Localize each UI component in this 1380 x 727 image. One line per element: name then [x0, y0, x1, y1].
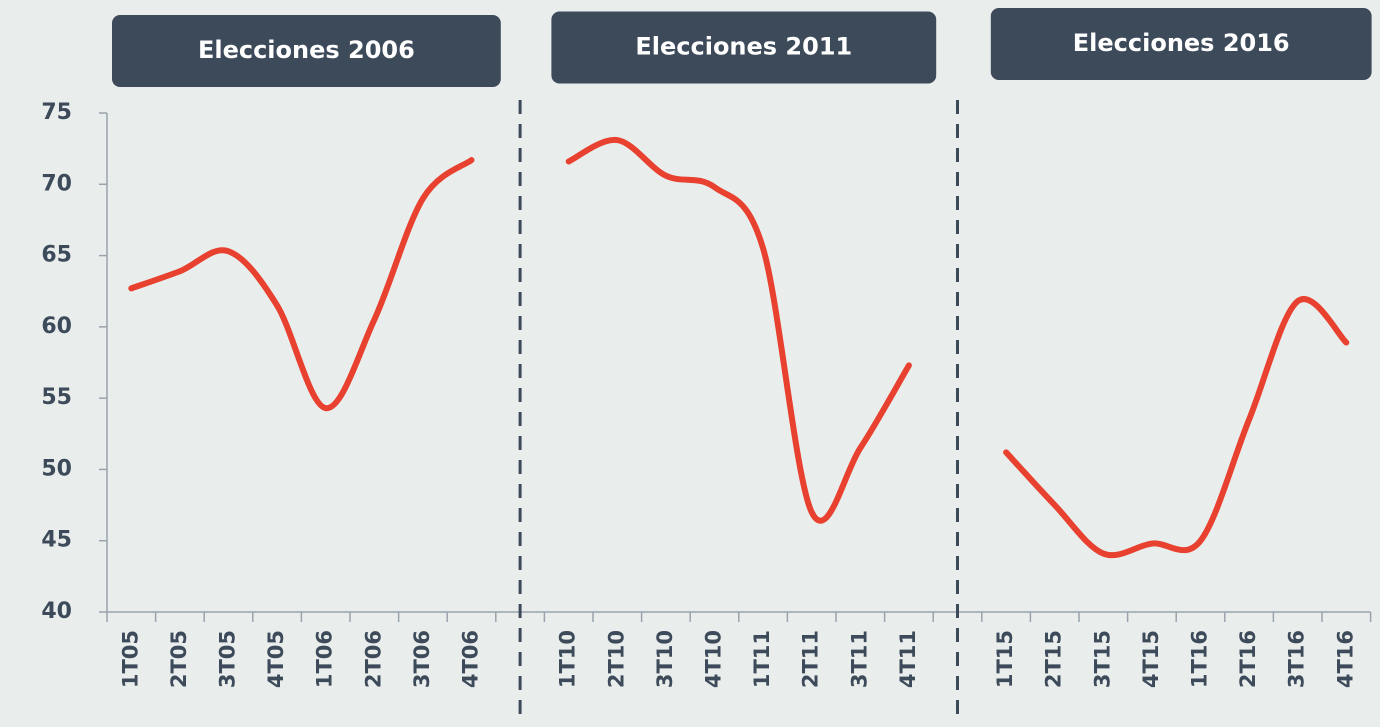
- y-tick-label: 40: [41, 599, 72, 624]
- x-tick-label: 4T15: [1139, 630, 1163, 688]
- x-tick-label: 4T06: [459, 630, 483, 688]
- x-tick-label: 1T06: [313, 630, 337, 688]
- x-tick-label: 1T11: [750, 630, 774, 688]
- x-tick-label: 3T15: [1090, 630, 1114, 688]
- y-tick-label: 50: [41, 456, 72, 481]
- x-tick-label: 1T05: [118, 630, 142, 688]
- x-tick-label: 3T16: [1285, 630, 1309, 688]
- x-tick-label: 1T16: [1188, 630, 1212, 688]
- y-tick-label: 70: [41, 171, 72, 196]
- x-tick-label: 3T05: [216, 630, 240, 688]
- y-tick-label: 60: [41, 314, 72, 339]
- x-tick-label: 4T10: [702, 630, 726, 688]
- header-box: [990, 8, 1372, 80]
- y-tick-label: 75: [41, 100, 72, 125]
- header-box: [112, 15, 501, 87]
- x-tick-label: 3T10: [653, 630, 677, 688]
- header-label: Elecciones 2006: [198, 36, 415, 64]
- x-tick-label: 2T16: [1236, 630, 1260, 688]
- x-tick-label: 1T15: [993, 630, 1017, 688]
- x-tick-label: 3T06: [410, 630, 434, 688]
- x-tick-label: 2T11: [799, 630, 823, 688]
- x-tick-label: 3T11: [847, 630, 871, 688]
- x-tick-label: 2T10: [604, 630, 628, 688]
- x-tick-label: 4T16: [1333, 630, 1357, 688]
- x-tick-label: 2T05: [167, 630, 191, 688]
- x-tick-label: 4T11: [896, 630, 920, 688]
- y-tick-label: 55: [41, 385, 72, 410]
- x-tick-label: 2T15: [1042, 630, 1066, 688]
- y-tick-label: 45: [41, 528, 72, 553]
- line: [128, 137, 1350, 559]
- x-tick-label: 1T10: [556, 630, 580, 688]
- header-box: [551, 11, 937, 84]
- x-tick-label: 4T05: [264, 630, 288, 688]
- x-tick-label: 2T06: [361, 630, 385, 688]
- header-label: Elecciones 2011: [635, 33, 852, 61]
- header-label: Elecciones 2016: [1073, 29, 1290, 57]
- y-tick-label: 65: [41, 243, 72, 268]
